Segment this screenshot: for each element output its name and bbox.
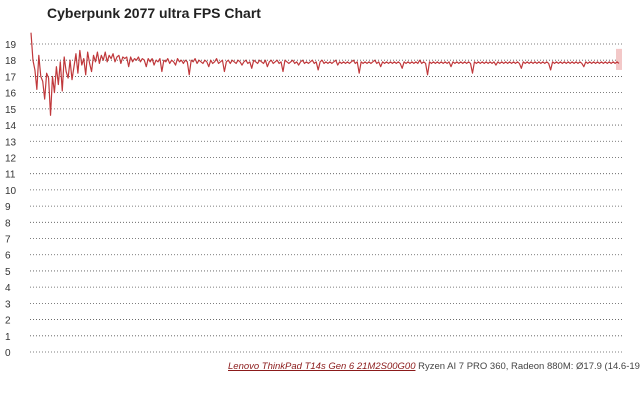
chart-caption: Lenovo ThinkPad T14s Gen 6 21M2S00G00 Ry… [228, 361, 640, 372]
y-tick-label-4: 4 [5, 283, 11, 294]
y-tick-label-7: 7 [5, 235, 11, 246]
y-tick-label-15: 15 [5, 105, 17, 116]
y-tick-label-16: 16 [5, 89, 17, 100]
chart-title: Cyberpunk 2077 ultra FPS Chart [47, 5, 261, 21]
y-tick-label-19: 19 [5, 40, 17, 51]
y-tick-label-17: 17 [5, 72, 17, 83]
series-line-0 [30, 32, 620, 116]
y-tick-label-11: 11 [5, 170, 16, 181]
y-tick-label-9: 9 [5, 202, 11, 213]
y-tick-label-0: 0 [5, 348, 11, 359]
end-highlight [616, 48, 622, 70]
y-tick-label-18: 18 [5, 56, 17, 67]
y-tick-label-12: 12 [5, 153, 17, 164]
y-tick-label-6: 6 [5, 251, 11, 262]
y-tick-label-2: 2 [5, 316, 11, 327]
y-tick-label-1: 1 [5, 332, 11, 343]
caption-specs: Ryzen AI 7 PRO 360, Radeon 880M: Ø17.9 (… [415, 361, 640, 372]
device-link[interactable]: Lenovo ThinkPad T14s Gen 6 21M2S00G00 [228, 361, 416, 372]
y-tick-label-8: 8 [5, 218, 11, 229]
y-tick-label-10: 10 [5, 186, 17, 197]
y-tick-label-5: 5 [5, 267, 11, 278]
y-tick-label-3: 3 [5, 299, 11, 310]
y-tick-label-13: 13 [5, 137, 17, 148]
series-layer [30, 32, 620, 116]
grid-lines [30, 43, 622, 353]
end-highlight-band [616, 48, 622, 70]
y-tick-label-14: 14 [5, 121, 17, 132]
